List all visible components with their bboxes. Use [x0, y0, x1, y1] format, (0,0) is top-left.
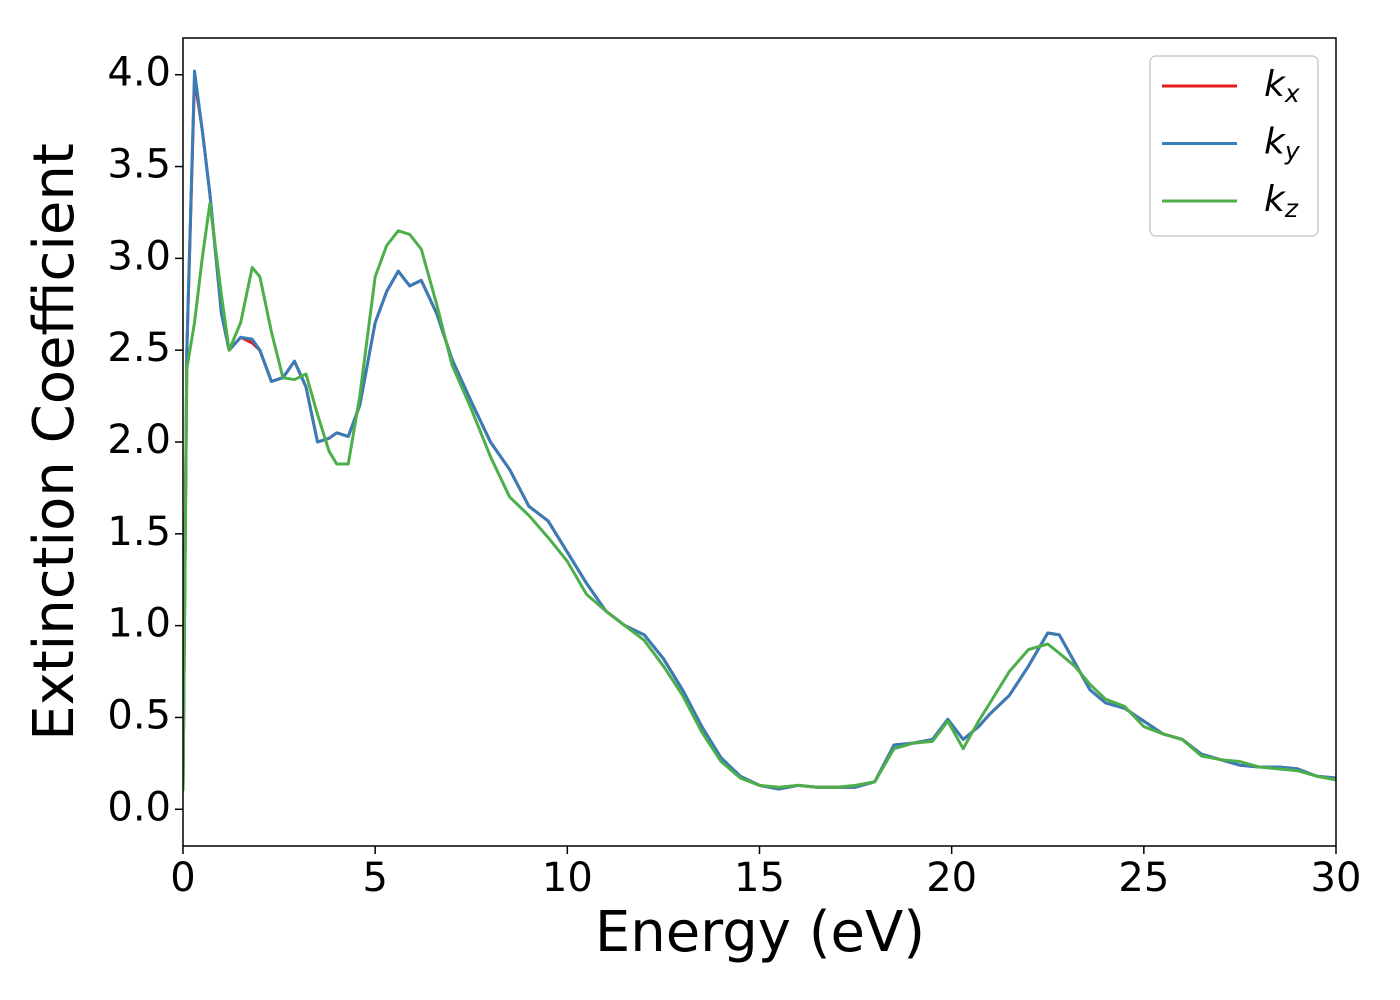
x-tick-label: 5: [362, 855, 387, 901]
y-tick-label: 0.5: [107, 692, 171, 738]
x-tick-label: 20: [926, 855, 977, 901]
x-tick-label: 25: [1118, 855, 1169, 901]
data-line: [183, 201, 1336, 791]
x-axis-label: Energy (eV): [595, 900, 925, 965]
y-tick-label: 3.0: [107, 233, 171, 279]
legend-label: kz: [1264, 179, 1299, 223]
y-tick-label: 2.5: [107, 325, 171, 371]
x-tick-label: 0: [170, 855, 195, 901]
x-tick-label: 15: [734, 855, 785, 901]
y-tick-label: 1.0: [107, 601, 171, 647]
y-axis-label: Extinction Coefficient: [22, 143, 87, 741]
y-tick-label: 1.5: [107, 509, 171, 555]
data-line: [183, 69, 1336, 791]
y-tick-label: 3.5: [107, 142, 171, 188]
legend-label: kx: [1264, 64, 1300, 108]
plot-frame: [182, 37, 1337, 847]
legend-label: ky: [1264, 122, 1301, 166]
y-tick-label: 4.0: [107, 50, 171, 96]
y-tick-label: 0.0: [107, 784, 171, 830]
y-tick-label: 2.0: [107, 417, 171, 463]
x-tick-label: 30: [1311, 855, 1362, 901]
legend-box: [1149, 55, 1319, 237]
x-tick-label: 10: [542, 855, 593, 901]
